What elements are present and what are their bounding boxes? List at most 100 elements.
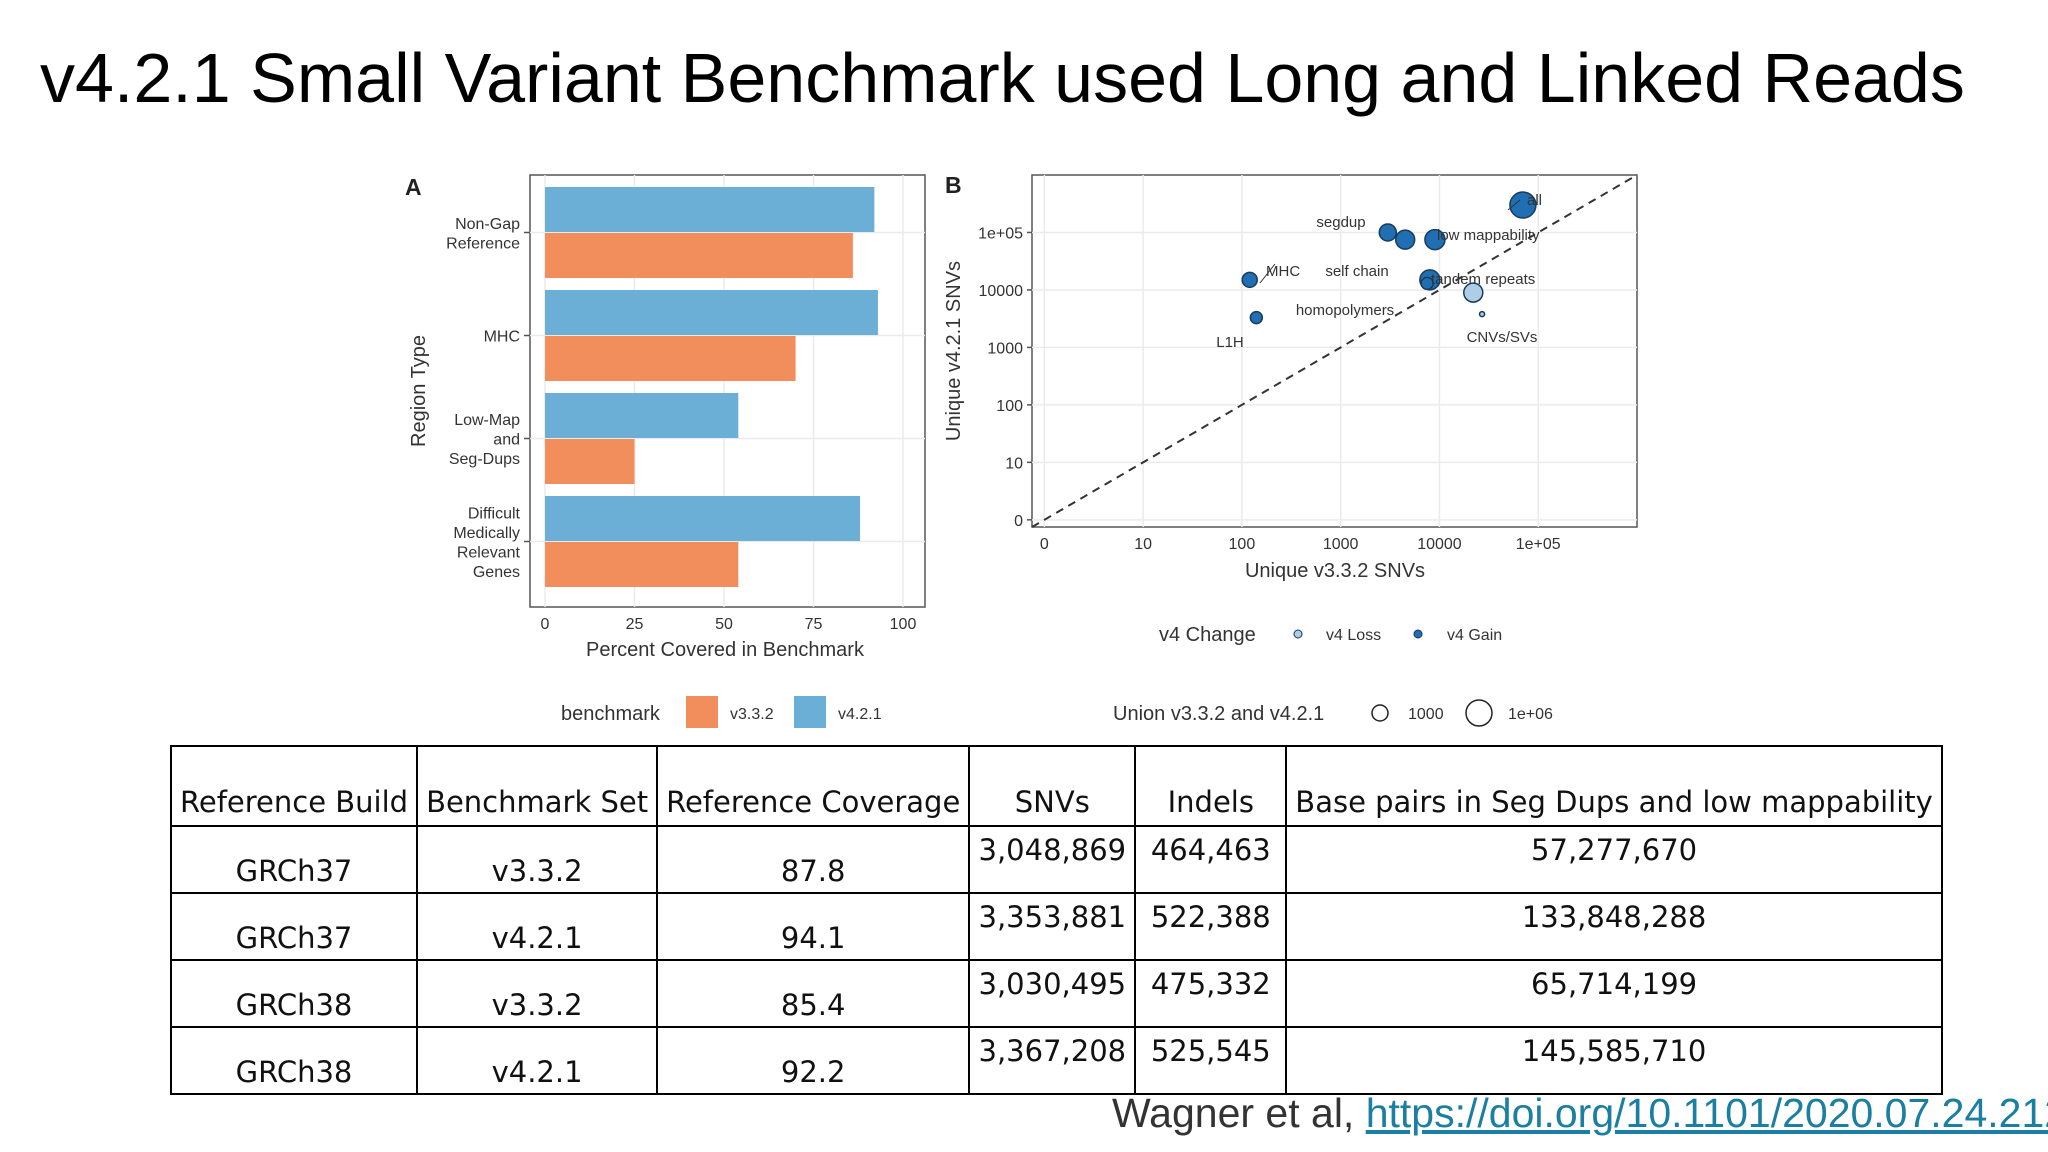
panel-b-point xyxy=(1249,310,1264,325)
panel-b-y-tick-label: 0 xyxy=(1014,513,1023,530)
panel-a-legend-key-v4.2.1 xyxy=(794,696,826,728)
citation-link[interactable]: https://doi.org/10.1101/2020.07.24.212 xyxy=(1365,1090,2048,1136)
cell-benchmark-set: v4.2.1 xyxy=(416,1026,659,1095)
table-row: GRCh37 v4.2.1 94.1 3,353,881 522,388 133… xyxy=(169,892,1943,961)
panel-b-y-tick-label: 10000 xyxy=(979,283,1024,300)
cell-indels: 475,332 xyxy=(1134,959,1288,1028)
panel-b-legend-gain-key xyxy=(1413,629,1423,639)
header-base-pairs: Base pairs in Seg Dups and low mappabili… xyxy=(1285,745,1943,827)
cell-reference-build: GRCh37 xyxy=(169,892,419,961)
panel-b-point-label: homopolymers xyxy=(1296,302,1394,319)
panel-a-category-label: MHC xyxy=(484,329,520,346)
panel-b-x-tick-label: 100 xyxy=(1229,536,1256,553)
panel-a-bar-v4.2.1 xyxy=(545,393,739,438)
panel-a-x-tick-label: 50 xyxy=(715,616,733,633)
panel-b-y-axis-label: Unique v4.2.1 SNVs xyxy=(943,261,965,441)
panel-b-point-label: low mappability xyxy=(1437,227,1540,244)
panel-b-label-leader xyxy=(1507,199,1521,211)
panel-a-legend-label: v3.3.2 xyxy=(730,706,774,723)
cell-reference-coverage: 87.8 xyxy=(656,825,971,894)
panel-b-point xyxy=(1241,271,1258,289)
cell-snvs: 3,048,869 xyxy=(968,825,1137,894)
panel-b-point xyxy=(1424,228,1446,251)
panel-a-category-label: Seg-Dups xyxy=(449,451,520,468)
table-row: GRCh38 v4.2.1 92.2 3,367,208 525,545 145… xyxy=(169,1026,1943,1095)
panel-b-y-tick-label: 1000 xyxy=(987,340,1023,357)
cell-indels: 464,463 xyxy=(1134,825,1288,894)
panel-b-label-leader xyxy=(1259,263,1276,284)
panel-a-category-label: Low-Map xyxy=(454,412,520,429)
cell-snvs: 3,367,208 xyxy=(968,1026,1137,1095)
panel-b-point xyxy=(1463,282,1484,303)
panel-a-y-axis-label: Region Type xyxy=(408,335,430,447)
panel-a-category-label: Relevant xyxy=(457,544,521,561)
panel-b-point xyxy=(1478,310,1486,318)
panel-b-x-tick-label: 10000 xyxy=(1417,536,1462,553)
panel-b-point-label: CNVs/SVs xyxy=(1467,329,1538,346)
panel-b-point-label: MHC xyxy=(1266,263,1300,280)
panel-b-point-label: all xyxy=(1527,192,1542,209)
header-indels: Indels xyxy=(1134,745,1288,827)
cell-snvs: 3,030,495 xyxy=(968,959,1137,1028)
cell-indels: 525,545 xyxy=(1134,1026,1288,1095)
panel-b-legend-label: v4 Gain xyxy=(1447,627,1502,644)
panel-a-legend-key-v3.3.2 xyxy=(686,696,718,728)
panel-a-x-tick-label: 75 xyxy=(805,616,823,633)
header-reference-build: Reference Build xyxy=(169,745,419,827)
panel-a-x-tick-label: 100 xyxy=(890,616,917,633)
panel-b-x-tick-label: 10 xyxy=(1134,536,1152,553)
panel-b-point-label: self chain xyxy=(1325,263,1388,280)
cell-reference-coverage: 92.2 xyxy=(656,1026,971,1095)
panel-a-x-tick-label: 25 xyxy=(626,616,644,633)
slide-title: v4.2.1 Small Variant Benchmark used Long… xyxy=(40,39,1965,117)
table-row: GRCh38 v3.3.2 85.4 3,030,495 475,332 65,… xyxy=(169,959,1943,1028)
benchmark-table: Reference Build Benchmark Set Reference … xyxy=(169,745,1943,1095)
panel-b-y-tick-label: 100 xyxy=(996,398,1023,415)
panel-a-bar-v3.3.2 xyxy=(545,439,635,484)
panel-b-y-tick-label: 1e+05 xyxy=(978,225,1023,242)
table-row: GRCh37 v3.3.2 87.8 3,048,869 464,463 57,… xyxy=(169,825,1943,894)
panel-a-bar-v4.2.1 xyxy=(545,290,878,335)
panel-b-x-tick-label: 1000 xyxy=(1323,536,1359,553)
cell-base-pairs: 57,277,670 xyxy=(1285,825,1943,894)
cell-benchmark-set: v4.2.1 xyxy=(416,892,659,961)
panel-b-point xyxy=(1394,229,1416,250)
panel-a-x-axis-label: Percent Covered in Benchmark xyxy=(586,639,865,661)
panel-a-category-label: Medically xyxy=(453,525,520,542)
cell-benchmark-set: v3.3.2 xyxy=(416,959,659,1028)
panel-a: 0 25 50 75 100 Non-Gap Reference MHC Low-Map and S… xyxy=(405,174,926,728)
cell-benchmark-set: v3.3.2 xyxy=(416,825,659,894)
panel-b: 00 10 10 100 100 1000 1000 10000 10000 1e+05 1e+05… xyxy=(943,172,1638,727)
panel-b-point xyxy=(1509,191,1537,219)
cell-reference-build: GRCh37 xyxy=(169,825,419,894)
cell-base-pairs: 65,714,199 xyxy=(1285,959,1943,1028)
cell-reference-coverage: 94.1 xyxy=(656,892,971,961)
header-reference-coverage: Reference Coverage xyxy=(656,745,971,827)
panel-a-label: A xyxy=(405,174,422,200)
panel-b-legend-size-title: Union v3.3.2 and v4.2.1 xyxy=(1113,703,1324,725)
cell-base-pairs: 145,585,710 xyxy=(1285,1026,1943,1095)
panel-b-legend-size-small xyxy=(1371,704,1389,722)
panel-b-point-label: tandem repeats xyxy=(1431,271,1535,288)
panel-b-label: B xyxy=(945,172,962,198)
citation: Wagner et al, https://doi.org/10.1101/20… xyxy=(1112,1090,2048,1137)
panel-a-category-label: Difficult xyxy=(468,505,521,522)
panel-b-point-label: segdup xyxy=(1316,214,1365,231)
table-header-row: Reference Build Benchmark Set Reference … xyxy=(169,745,1943,827)
panel-a-bar-v3.3.2 xyxy=(545,542,739,587)
cell-reference-build: GRCh38 xyxy=(169,1026,419,1095)
cell-base-pairs: 133,848,288 xyxy=(1285,892,1943,961)
panel-b-reference-line xyxy=(1031,174,1638,528)
panel-a-category-label: Non-Gap xyxy=(455,216,520,233)
panel-a-category-label: Genes xyxy=(473,564,520,581)
panel-a-bar-v4.2.1 xyxy=(545,187,875,232)
panel-b-x-axis-label: Unique v3.3.2 SNVs xyxy=(1245,560,1425,582)
cell-snvs: 3,353,881 xyxy=(968,892,1137,961)
panel-a-bar-v3.3.2 xyxy=(545,336,796,381)
cell-indels: 522,388 xyxy=(1134,892,1288,961)
panel-b-legend-label: v4 Loss xyxy=(1326,627,1381,644)
panel-b-y-tick-label: 10 xyxy=(1005,455,1023,472)
cell-reference-build: GRCh38 xyxy=(169,959,419,1028)
header-benchmark-set: Benchmark Set xyxy=(416,745,659,827)
